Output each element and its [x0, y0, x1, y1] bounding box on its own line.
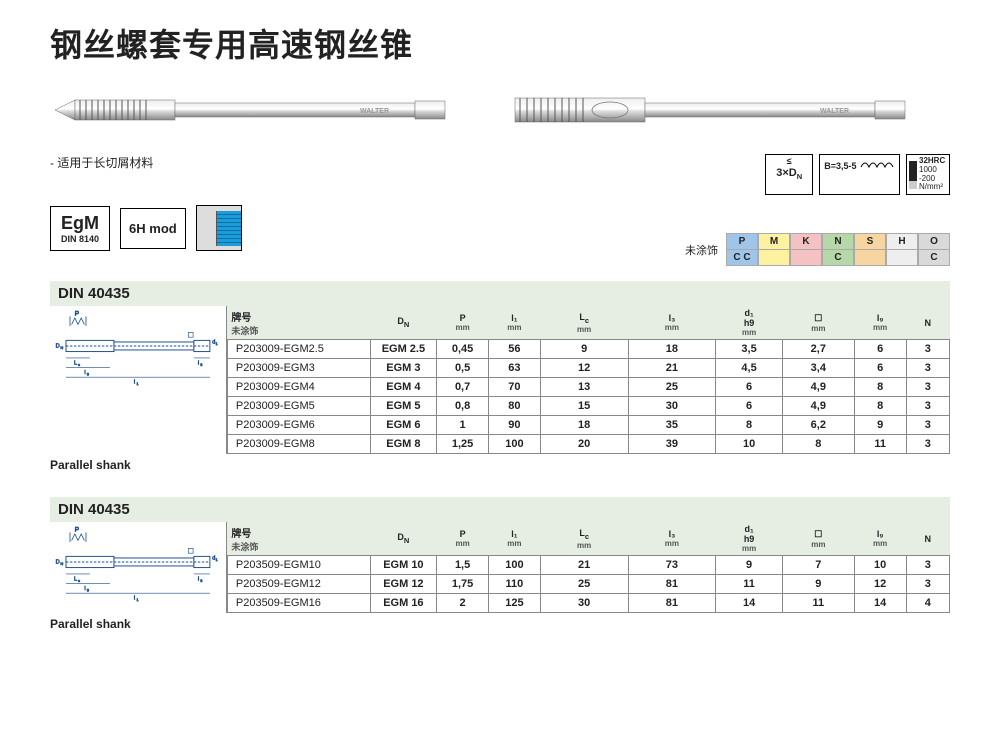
table-row: P203509-EGM16 EGM 16 2 125 30 81 14 11 1… — [227, 594, 949, 613]
svg-text:9: 9 — [200, 578, 203, 583]
spec-table: 牌号未涂饰 DN Pmm l₁mm Lcmm l₃mm d₁h9mm ☐mm l… — [227, 306, 950, 454]
svg-text:L: L — [74, 361, 77, 367]
b-badge: B=3,5-5 — [819, 154, 900, 195]
dimension-diagram: P Lc l3 l1 l9 DN d1 — [50, 522, 227, 613]
table-row: P203509-EGM10 EGM 10 1,5 100 21 73 9 7 1… — [227, 556, 949, 575]
table-row: P203009-EGM8 EGM 8 1,25 100 20 39 10 8 1… — [227, 435, 949, 454]
material-col: K — [790, 233, 822, 266]
svg-text:l: l — [84, 586, 85, 592]
svg-text:P: P — [75, 311, 79, 318]
table-row: P203009-EGM3 EGM 3 0,5 63 12 21 4,5 3,4 … — [227, 359, 949, 378]
table-row: P203009-EGM5 EGM 5 0,8 80 15 30 6 4,9 8 … — [227, 397, 949, 416]
standard-label: DIN 40435 — [58, 285, 268, 302]
svg-text:N: N — [60, 561, 63, 566]
svg-text:1: 1 — [136, 381, 139, 386]
svg-text:WALTER: WALTER — [820, 108, 849, 115]
tool-image-2: WALTER — [510, 86, 910, 134]
material-col: NC — [822, 233, 854, 266]
shank-label: Parallel shank — [50, 458, 950, 472]
spec-badges: EgM DIN 8140 6H mod — [50, 205, 242, 251]
svg-text:l: l — [134, 380, 135, 386]
depth-badge: ≤ 3×DN — [765, 154, 813, 195]
material-grid: 未涂饰 PC CM K NCS H OC — [677, 233, 950, 266]
material-col: S — [854, 233, 886, 266]
table-row: P203009-EGM2.5 EGM 2.5 0,45 56 9 18 3,5 … — [227, 340, 949, 359]
spec-table-section: DIN 40435 P Lc l3 l1 l9 DN d1 牌号未涂饰 — [50, 497, 950, 631]
svg-text:9: 9 — [200, 362, 203, 367]
material-col: PC C — [726, 233, 758, 266]
svg-text:P: P — [75, 527, 79, 534]
material-col: OC — [918, 233, 950, 266]
material-col: M — [758, 233, 790, 266]
application-note: - 适用于长切屑材料 — [50, 154, 153, 171]
svg-text:D: D — [56, 344, 60, 350]
svg-text:l: l — [134, 596, 135, 602]
spec-table: 牌号未涂饰 DN Pmm l₁mm Lcmm l₃mm d₁h9mm ☐mm l… — [227, 522, 950, 613]
svg-text:N: N — [60, 345, 63, 350]
egm-badge: EgM DIN 8140 — [50, 206, 110, 251]
svg-text:L: L — [74, 577, 77, 583]
svg-text:3: 3 — [87, 588, 90, 593]
svg-text:c: c — [78, 362, 80, 367]
dimension-diagram: P Lc l3 l1 l9 DN d1 — [50, 306, 227, 454]
svg-text:l: l — [198, 577, 199, 583]
svg-text:l: l — [198, 361, 199, 367]
hrc-badge: 32HRC 1000 -200 N/mm² — [906, 154, 950, 195]
thread-icon — [196, 205, 242, 251]
coating-label: 未涂饰 — [677, 233, 726, 266]
page-title: 钢丝螺套专用高速钢丝锥 — [50, 20, 950, 66]
svg-text:1: 1 — [215, 341, 218, 346]
tool-image-1: WALTER — [50, 86, 450, 134]
svg-text:D: D — [56, 560, 60, 566]
svg-text:WALTER: WALTER — [360, 108, 389, 115]
spec-table-section: DIN 40435 P Lc l3 l1 l9 DN d1 牌号未涂饰 — [50, 281, 950, 472]
table-row: P203509-EGM12 EGM 12 1,75 110 25 81 11 9… — [227, 575, 949, 594]
spec-mini-badges: ≤ 3×DN B=3,5-5 32HRC 1000 -200 N/mm² — [765, 154, 950, 195]
svg-text:1: 1 — [136, 597, 139, 602]
standard-label: DIN 40435 — [58, 501, 268, 518]
svg-text:c: c — [78, 578, 80, 583]
table-row: P203009-EGM6 EGM 6 1 90 18 35 8 6,2 9 3 — [227, 416, 949, 435]
shank-label: Parallel shank — [50, 617, 950, 631]
tool-images: WALTER WALTER — [50, 86, 950, 134]
svg-text:1: 1 — [215, 557, 218, 562]
table-row: P203009-EGM4 EGM 4 0,7 70 13 25 6 4,9 8 … — [227, 378, 949, 397]
tolerance-badge: 6H mod — [120, 208, 186, 249]
svg-text:3: 3 — [87, 372, 90, 377]
svg-text:l: l — [84, 370, 85, 376]
material-col: H — [886, 233, 918, 266]
